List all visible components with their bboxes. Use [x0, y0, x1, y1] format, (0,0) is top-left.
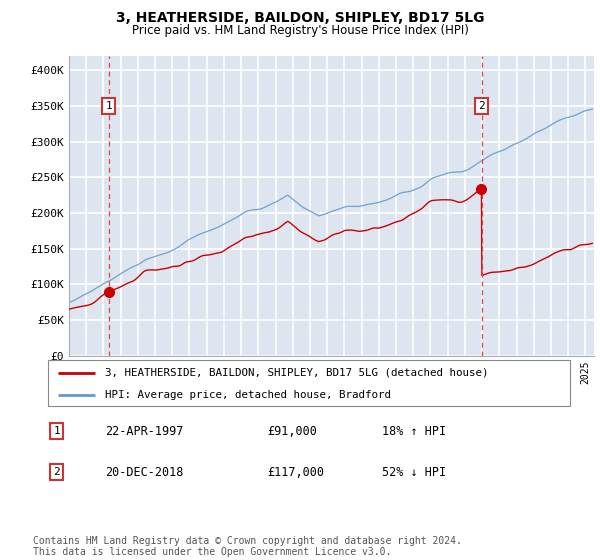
FancyBboxPatch shape	[48, 360, 570, 406]
Text: 1: 1	[53, 426, 60, 436]
Text: £91,000: £91,000	[267, 424, 317, 438]
Text: 20-DEC-2018: 20-DEC-2018	[106, 466, 184, 479]
Text: 52% ↓ HPI: 52% ↓ HPI	[382, 466, 446, 479]
Text: Contains HM Land Registry data © Crown copyright and database right 2024.
This d: Contains HM Land Registry data © Crown c…	[33, 535, 462, 557]
Text: 3, HEATHERSIDE, BAILDON, SHIPLEY, BD17 5LG: 3, HEATHERSIDE, BAILDON, SHIPLEY, BD17 5…	[116, 11, 484, 25]
Text: £117,000: £117,000	[267, 466, 324, 479]
Text: 18% ↑ HPI: 18% ↑ HPI	[382, 424, 446, 438]
Text: 3, HEATHERSIDE, BAILDON, SHIPLEY, BD17 5LG (detached house): 3, HEATHERSIDE, BAILDON, SHIPLEY, BD17 5…	[106, 368, 489, 378]
Text: HPI: Average price, detached house, Bradford: HPI: Average price, detached house, Brad…	[106, 390, 391, 399]
Text: Price paid vs. HM Land Registry's House Price Index (HPI): Price paid vs. HM Land Registry's House …	[131, 24, 469, 36]
Text: 1: 1	[106, 101, 112, 111]
Text: 2: 2	[53, 468, 60, 477]
Text: 2: 2	[478, 101, 485, 111]
Text: 22-APR-1997: 22-APR-1997	[106, 424, 184, 438]
